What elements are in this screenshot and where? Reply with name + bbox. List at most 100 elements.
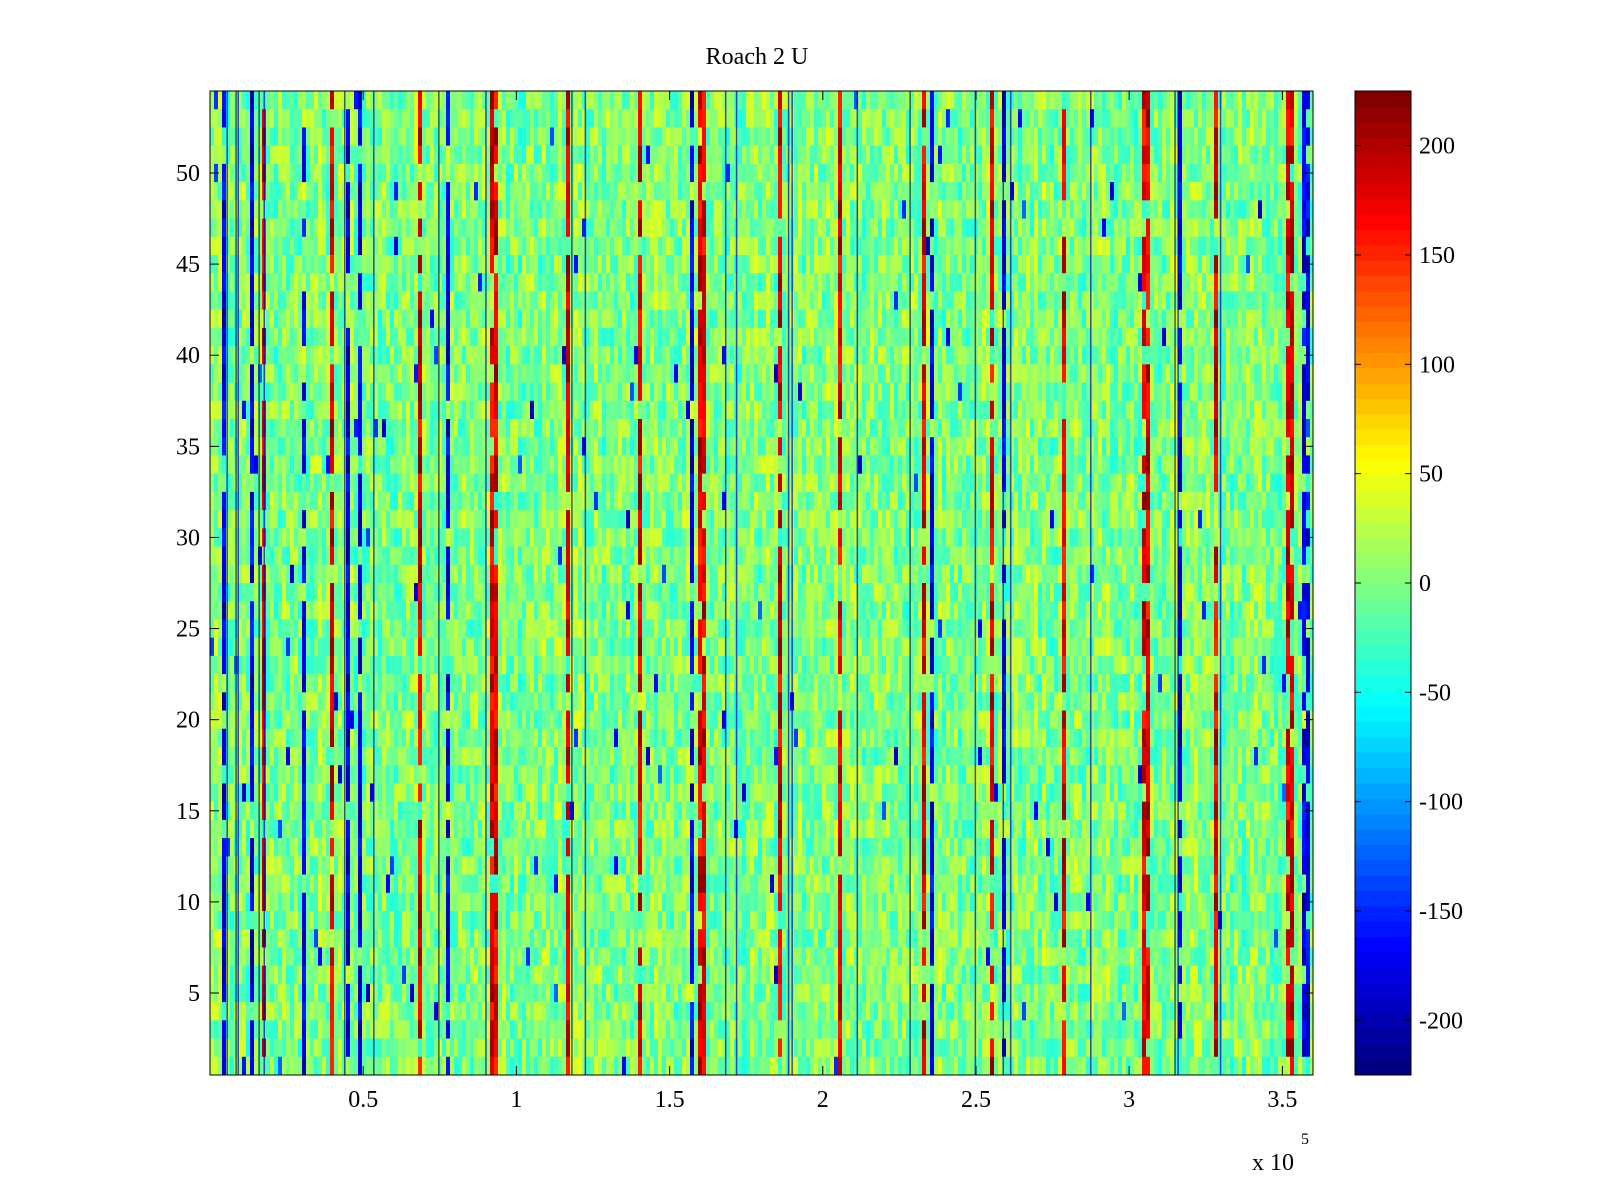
heatmap-cell [434,1038,438,1058]
heatmap-cell [470,473,474,493]
heatmap-cell [446,710,450,730]
heatmap-cell [386,619,390,639]
heatmap-cell [486,892,490,912]
heatmap-cell [230,637,234,657]
heatmap-cell [490,145,494,165]
heatmap-cell [450,1002,454,1021]
heatmap-cell [510,546,514,566]
heatmap-cell [366,127,370,147]
heatmap-cell [346,947,350,967]
heatmap-cell [374,1038,378,1058]
heatmap-cell [482,255,486,274]
heatmap-cell [390,1056,394,1076]
heatmap-cell [462,674,466,693]
heatmap-cell [434,291,438,311]
heatmap-cell [374,619,378,639]
heatmap-cell [514,91,518,110]
heatmap-cell [546,947,550,967]
heatmap-cell [498,546,502,566]
heatmap-cell [302,765,306,784]
heatmap-cell [302,892,306,912]
heatmap-cell [346,200,350,220]
heatmap-cell [310,528,314,548]
heatmap-cell [250,783,254,803]
heatmap-cell [562,929,566,948]
heatmap-cell [394,583,398,602]
heatmap-cell [278,236,282,256]
heatmap-cell [318,218,322,238]
heatmap-cell [494,655,498,675]
heatmap-cell [578,528,582,548]
heatmap-cell [258,838,262,857]
heatmap-cell [346,819,350,839]
heatmap-cell [258,200,262,220]
heatmap-cell [418,1056,422,1076]
heatmap-cell [386,291,390,311]
heatmap-cell [462,437,466,456]
heatmap-cell [498,965,502,985]
heatmap-cell [550,364,554,384]
heatmap-cell [274,674,278,693]
heatmap-cell [246,327,250,347]
heatmap-cell [242,1056,246,1076]
heatmap-cell [490,874,494,894]
heatmap-cell [482,564,486,584]
heatmap-cell [554,1020,558,1040]
heatmap-cell [214,455,218,475]
heatmap-cell [338,983,342,1003]
heatmap-cell [314,856,318,876]
heatmap-cell [502,765,506,784]
heatmap-cell [398,1038,402,1058]
heatmap-cell [510,838,514,857]
heatmap-cell [490,273,494,292]
heatmap-cell [430,382,434,402]
heatmap-cell [306,692,310,712]
heatmap-cell [398,965,402,985]
heatmap-cell [390,236,394,256]
heatmap-cell [350,309,354,329]
heatmap-cell [526,236,530,256]
heatmap-cell [574,455,578,475]
heatmap-cell [318,437,322,456]
heatmap-cell [314,528,318,548]
heatmap-cell [530,182,534,201]
heatmap-cell [502,874,506,894]
heatmap-cell [398,1002,402,1021]
heatmap-cell [434,637,438,657]
heatmap-cell [230,546,234,566]
heatmap-cell [550,419,554,438]
heatmap-cell [230,236,234,256]
heatmap-cell [518,583,522,602]
heatmap-cell [410,364,414,384]
heatmap-cell [370,783,374,803]
heatmap-cell [466,728,470,748]
heatmap-cell [458,1002,462,1021]
heatmap-cell [290,346,294,365]
heatmap-cell [394,710,398,730]
heatmap-cell [458,892,462,912]
heatmap-cell [482,491,486,511]
heatmap-cell [302,564,306,584]
heatmap-cell [478,983,482,1003]
heatmap-cell [302,218,306,238]
heatmap-cell [226,1020,230,1040]
heatmap-cell [482,364,486,384]
heatmap-cell [554,747,558,766]
heatmap-cell [226,765,230,784]
heatmap-cell [490,236,494,256]
heatmap-cell [526,255,530,274]
heatmap-cell [358,1038,362,1058]
heatmap-cell [410,783,414,803]
heatmap-cell [370,838,374,857]
heatmap-cell [302,327,306,347]
heatmap-cell [322,983,326,1003]
heatmap-cell [482,747,486,766]
heatmap-cell [494,528,498,548]
heatmap-cell [286,838,290,857]
heatmap-cell [538,983,542,1003]
heatmap-cell [378,273,382,292]
heatmap-cell [210,929,214,948]
heatmap-cell [254,601,258,620]
heatmap-cell [278,291,282,311]
heatmap-cell [290,583,294,602]
